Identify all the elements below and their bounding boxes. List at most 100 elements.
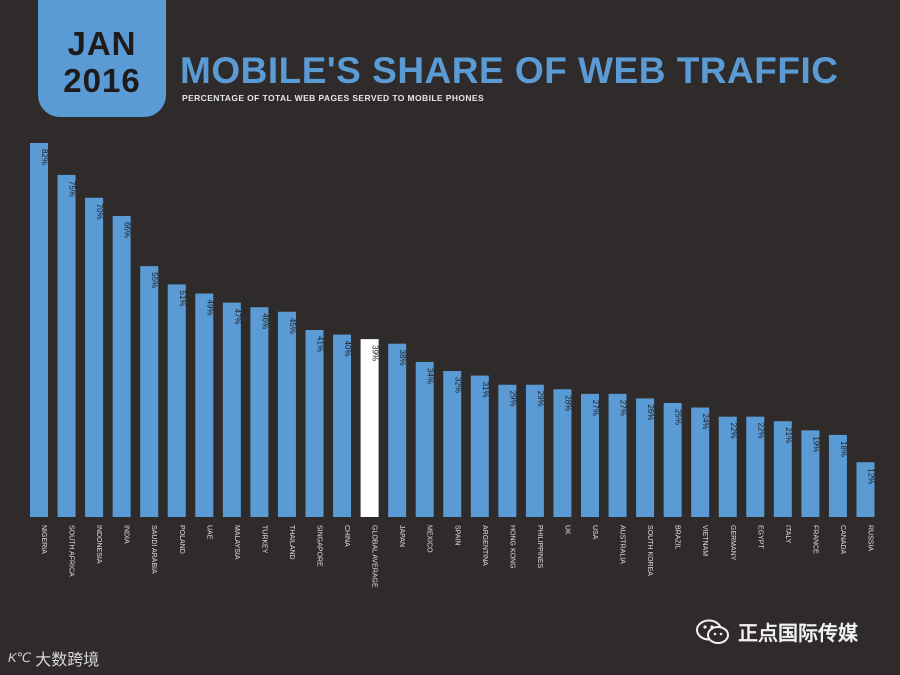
value-label: 38% bbox=[398, 350, 407, 366]
value-label: 26% bbox=[646, 404, 655, 420]
bar-turkey bbox=[250, 307, 269, 517]
bar-italy bbox=[773, 421, 792, 517]
category-label: MEXICO bbox=[426, 525, 433, 553]
value-label: 45% bbox=[288, 318, 297, 334]
category-label: THAILAND bbox=[288, 525, 295, 560]
footer-left-text: 大数跨境 bbox=[35, 652, 100, 669]
category-label: INDONESIA bbox=[95, 525, 102, 564]
category-label: PHILIPPINES bbox=[536, 525, 543, 569]
bar-spain bbox=[443, 371, 462, 517]
value-label: 24% bbox=[701, 414, 710, 430]
value-label: 22% bbox=[756, 423, 765, 439]
chart-title: MOBILE'S SHARE OF WEB TRAFFIC bbox=[180, 50, 839, 91]
value-label: 29% bbox=[508, 391, 517, 407]
value-label: 55% bbox=[150, 272, 159, 288]
date-year: 2016 bbox=[63, 61, 141, 99]
category-label: TURKEY bbox=[260, 525, 267, 554]
category-label: BRAZIL bbox=[674, 525, 681, 550]
bar-poland bbox=[167, 284, 186, 517]
category-label: EGYPT bbox=[756, 525, 763, 549]
category-label: GLOBAL AVERAGE bbox=[371, 525, 378, 588]
bar-hong-kong bbox=[498, 384, 517, 517]
value-label: 41% bbox=[316, 336, 325, 352]
bar-uk bbox=[553, 389, 572, 517]
category-label: SINGAPORE bbox=[316, 525, 323, 567]
bar-indonesia bbox=[85, 197, 104, 518]
value-label: 18% bbox=[839, 441, 848, 457]
value-label: 29% bbox=[536, 391, 545, 407]
value-label: 27% bbox=[591, 400, 600, 416]
category-label: UAE bbox=[205, 525, 212, 540]
bar-china bbox=[333, 334, 352, 517]
category-label: CHINA bbox=[343, 525, 350, 547]
value-label: 51% bbox=[178, 290, 187, 306]
category-label: RUSSIA bbox=[867, 525, 874, 551]
wechat-icon bbox=[696, 619, 729, 644]
category-label: MALAYSIA bbox=[233, 525, 240, 560]
value-label: 66% bbox=[123, 222, 132, 238]
value-label: 49% bbox=[205, 300, 214, 316]
chart-subtitle: PERCENTAGE OF TOTAL WEB PAGES SERVED TO … bbox=[182, 93, 485, 103]
bar-australia bbox=[608, 393, 627, 517]
value-label: 39% bbox=[371, 345, 380, 361]
value-label: 75% bbox=[68, 181, 77, 197]
bar-malaysia bbox=[222, 302, 241, 517]
category-label: SOUTH KOREA bbox=[646, 525, 653, 576]
bar-japan bbox=[388, 343, 407, 517]
bar-uae bbox=[195, 293, 214, 517]
category-label: UK bbox=[563, 525, 570, 535]
bar-south-africa bbox=[57, 174, 76, 518]
category-label: POLAND bbox=[178, 525, 185, 554]
category-label: JAPAN bbox=[398, 525, 405, 547]
category-label: HONG KONG bbox=[508, 525, 515, 569]
value-label: 21% bbox=[784, 427, 793, 443]
value-label: 82% bbox=[40, 149, 49, 165]
value-label: 47% bbox=[233, 309, 242, 325]
category-label: NIGERIA bbox=[40, 525, 47, 554]
category-label: AUSTRALIA bbox=[619, 525, 626, 564]
bar-thailand bbox=[277, 311, 296, 517]
footer-left-brand: K℃ 大数跨境 bbox=[8, 646, 99, 670]
bar-russia bbox=[856, 462, 875, 517]
bar-canada bbox=[828, 434, 847, 517]
category-label: FRANCE bbox=[811, 525, 818, 554]
value-label: 40% bbox=[343, 341, 352, 357]
bar-global-average bbox=[360, 339, 379, 517]
category-label: VIETNAM bbox=[701, 525, 708, 556]
category-label: INDIA bbox=[123, 525, 130, 544]
footer-right-brand: 正点国际传媒 bbox=[696, 617, 858, 646]
date-month: JAN bbox=[67, 24, 137, 62]
category-label: USA bbox=[591, 525, 598, 540]
category-label: CANADA bbox=[839, 525, 846, 555]
value-label: 28% bbox=[563, 395, 572, 411]
value-label: 25% bbox=[674, 409, 683, 425]
bar-france bbox=[801, 430, 820, 517]
bar-south-korea bbox=[636, 398, 655, 517]
value-label: 22% bbox=[729, 423, 738, 439]
bar-india bbox=[112, 215, 131, 517]
bar-singapore bbox=[305, 330, 324, 517]
bar-vietnam bbox=[691, 407, 710, 517]
value-label: 46% bbox=[260, 313, 269, 329]
brand-logo-icon: K℃ bbox=[8, 650, 32, 665]
footer-right-text: 正点国际传媒 bbox=[738, 623, 858, 645]
date-badge: JAN 2016 bbox=[38, 0, 166, 117]
value-label: 12% bbox=[867, 468, 876, 484]
bar-argentina bbox=[470, 375, 489, 517]
bar-brazil bbox=[663, 402, 682, 517]
value-label: 31% bbox=[481, 382, 490, 398]
value-label: 32% bbox=[453, 377, 462, 393]
category-label: GERMANY bbox=[729, 525, 736, 561]
value-label: 19% bbox=[811, 436, 820, 452]
category-label: SOUTH AFRICA bbox=[68, 525, 75, 577]
category-label: SAUDI ARABIA bbox=[150, 525, 157, 574]
bar-egypt bbox=[746, 416, 765, 517]
value-label: 34% bbox=[426, 368, 435, 384]
bar-germany bbox=[718, 416, 737, 517]
category-label: ITALY bbox=[784, 525, 791, 544]
value-label: 70% bbox=[95, 204, 104, 220]
bar-nigeria bbox=[30, 143, 48, 517]
bar-mexico bbox=[415, 361, 434, 517]
bar-philippines bbox=[525, 384, 544, 517]
